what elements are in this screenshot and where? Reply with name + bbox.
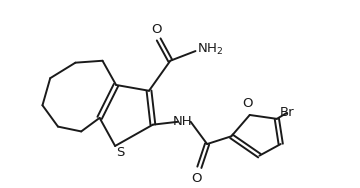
Text: O: O — [243, 97, 253, 110]
Text: NH: NH — [173, 115, 193, 128]
Text: O: O — [191, 172, 202, 185]
Text: O: O — [152, 23, 162, 36]
Text: S: S — [116, 146, 124, 159]
Text: NH$_2$: NH$_2$ — [197, 42, 224, 57]
Text: Br: Br — [280, 106, 294, 119]
